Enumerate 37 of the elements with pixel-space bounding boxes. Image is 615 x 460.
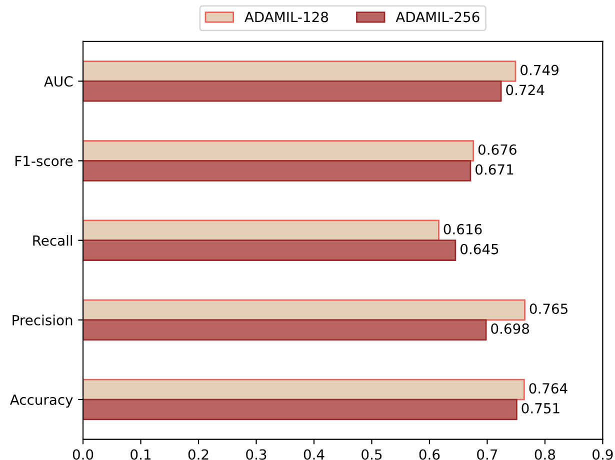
x-tick-label: 0.7 [477, 449, 498, 460]
x-tick-label: 0.0 [72, 449, 94, 460]
data-label: 0.751 [522, 402, 560, 414]
bar [83, 140, 474, 162]
x-tick-label: 0.4 [304, 449, 324, 460]
data-label: 0.616 [444, 224, 482, 234]
bar [83, 160, 472, 182]
x-tick-label: 0.9 [592, 449, 613, 460]
y-tick-label: AUC [44, 76, 73, 87]
data-label: 0.724 [506, 84, 544, 96]
data-label: 0.676 [478, 144, 516, 155]
bar [83, 378, 525, 400]
bar [83, 299, 526, 321]
bar [83, 220, 440, 242]
legend-label: ADAMIL-256 [396, 12, 480, 22]
x-tick-label: 0.6 [419, 449, 440, 460]
data-label: 0.645 [460, 244, 498, 254]
x-tick-label: 0.1 [130, 449, 151, 460]
y-tick-label: Accuracy [10, 394, 73, 408]
data-label: 0.765 [530, 304, 568, 314]
y-tick-label: Recall [33, 235, 72, 246]
x-tick-label: 0.3 [246, 449, 266, 460]
x-tick-label: 0.5 [362, 449, 382, 460]
x-tick-label: 0.2 [188, 449, 208, 460]
legend-label: ADAMIL-128 [244, 12, 328, 22]
y-tick-label: Precision [12, 314, 72, 326]
x-tick-label: 0.8 [534, 449, 556, 460]
data-label: 0.764 [529, 383, 568, 394]
bar [83, 319, 487, 341]
y-tick-label: F1-score [16, 156, 73, 166]
data-label: 0.698 [491, 323, 530, 334]
data-label: 0.749 [520, 64, 558, 76]
bar [83, 240, 456, 261]
bar [83, 80, 502, 102]
data-label: 0.671 [476, 164, 514, 175]
bar [83, 60, 516, 82]
bar [83, 398, 518, 420]
